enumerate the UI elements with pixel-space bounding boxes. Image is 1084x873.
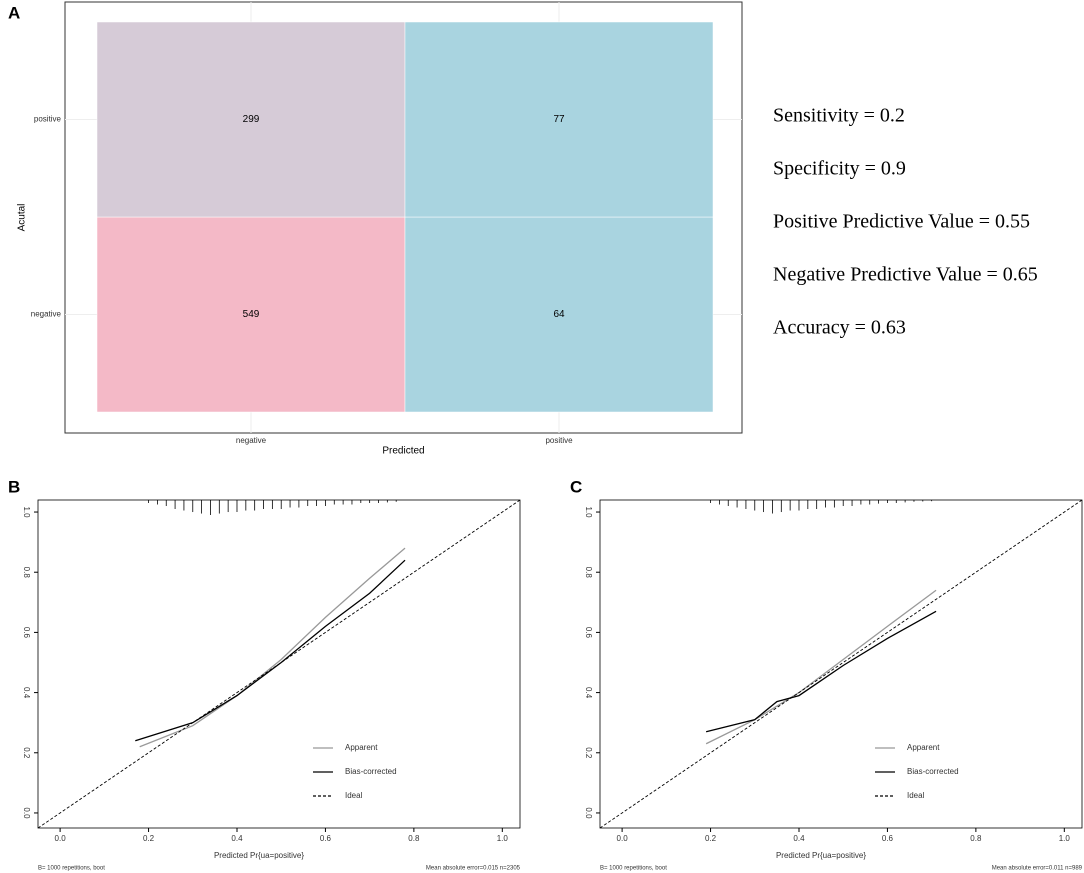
panel-label: B — [8, 477, 20, 496]
metric: Specificity = 0.9 — [773, 158, 906, 180]
metric: Positive Predictive Value = 0.55 — [773, 211, 1030, 233]
cell-label: 64 — [553, 309, 565, 320]
legend-label: Ideal — [345, 791, 363, 800]
legend-label: Bias-corrected — [907, 767, 959, 776]
heatmap-cell — [96, 216, 406, 413]
x-tick-label: 0.0 — [617, 834, 629, 843]
calibration-line — [705, 610, 937, 733]
x-tick-label: 0.8 — [970, 834, 982, 843]
heatmap-cell — [404, 21, 714, 218]
calibration-line — [139, 547, 406, 748]
x-tick-label: negative — [236, 436, 267, 445]
x-tick-label: positive — [545, 436, 573, 445]
panel-label: A — [8, 3, 20, 22]
y-tick-label: 0.0 — [22, 807, 31, 819]
x-tick-label: 0.8 — [408, 834, 420, 843]
y-tick-label: 0.2 — [584, 747, 593, 759]
y-tick-label: 0.4 — [584, 687, 593, 699]
cell-label: 77 — [553, 114, 565, 125]
calibration-line — [38, 500, 520, 828]
footnote: B= 1000 repetitions, boot — [600, 866, 667, 872]
x-axis-label: Predicted — [382, 446, 424, 457]
y-tick-label: 0.0 — [584, 807, 593, 819]
footnote: Mean absolute error=0.011 n=989 — [992, 866, 1083, 872]
y-tick-label: 0.4 — [22, 687, 31, 699]
y-tick-label: 0.8 — [22, 567, 31, 579]
x-tick-label: 0.6 — [882, 834, 894, 843]
x-axis-label: Predicted Pr{ua=positive} — [214, 851, 304, 860]
heatmap-cell — [96, 21, 406, 218]
y-tick-label: 1.0 — [584, 506, 593, 518]
metric: Accuracy = 0.63 — [773, 317, 906, 339]
footnote: Mean absolute error=0.015 n=2305 — [426, 866, 521, 872]
cell-label: 549 — [243, 309, 260, 320]
y-tick-label: 0.8 — [584, 567, 593, 579]
cell-label: 299 — [243, 114, 260, 125]
plot-frame — [599, 499, 1083, 829]
footnote: B= 1000 repetitions, boot — [38, 866, 105, 872]
x-tick-label: 1.0 — [497, 834, 509, 843]
y-tick-label: negative — [31, 310, 62, 319]
plot-frame — [37, 499, 521, 829]
calibration-line — [135, 559, 406, 742]
x-tick-label: 0.0 — [55, 834, 67, 843]
y-tick-label: 1.0 — [22, 506, 31, 518]
y-tick-label: positive — [34, 115, 62, 124]
y-axis-label: Acutal — [17, 204, 28, 232]
heatmap-cell — [404, 216, 714, 413]
legend-label: Ideal — [907, 791, 925, 800]
x-tick-label: 0.4 — [793, 834, 805, 843]
x-tick-label: 0.4 — [231, 834, 243, 843]
legend-label: Apparent — [345, 743, 378, 752]
x-tick-label: 0.2 — [143, 834, 155, 843]
x-axis-label: Predicted Pr{ua=positive} — [776, 851, 866, 860]
y-tick-label: 0.2 — [22, 747, 31, 759]
y-tick-label: 0.6 — [22, 627, 31, 639]
calibration-line — [705, 589, 937, 745]
calibration-line — [600, 500, 1082, 828]
x-tick-label: 0.6 — [320, 834, 332, 843]
panel-label: C — [570, 477, 582, 496]
y-tick-label: 0.6 — [584, 627, 593, 639]
legend-label: Bias-corrected — [345, 767, 397, 776]
x-tick-label: 1.0 — [1059, 834, 1071, 843]
x-tick-label: 0.2 — [705, 834, 717, 843]
metric: Sensitivity = 0.2 — [773, 105, 905, 127]
metric: Negative Predictive Value = 0.65 — [773, 264, 1038, 286]
legend-label: Apparent — [907, 743, 940, 752]
